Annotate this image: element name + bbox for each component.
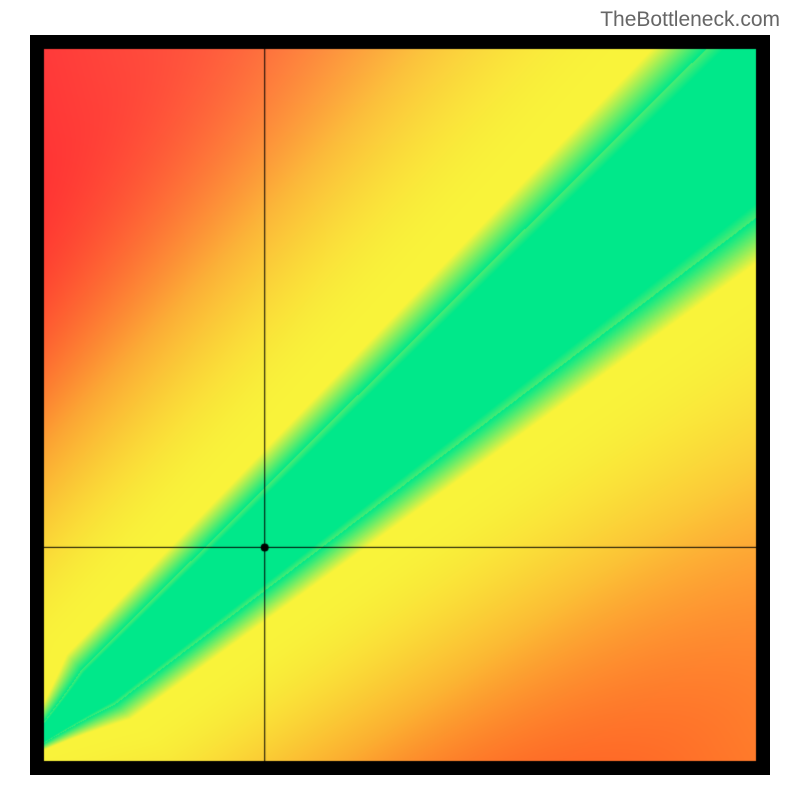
bottleneck-heatmap [30,35,770,775]
chart-area [30,35,770,775]
chart-container: TheBottleneck.com [0,0,800,800]
watermark-text: TheBottleneck.com [600,8,780,32]
